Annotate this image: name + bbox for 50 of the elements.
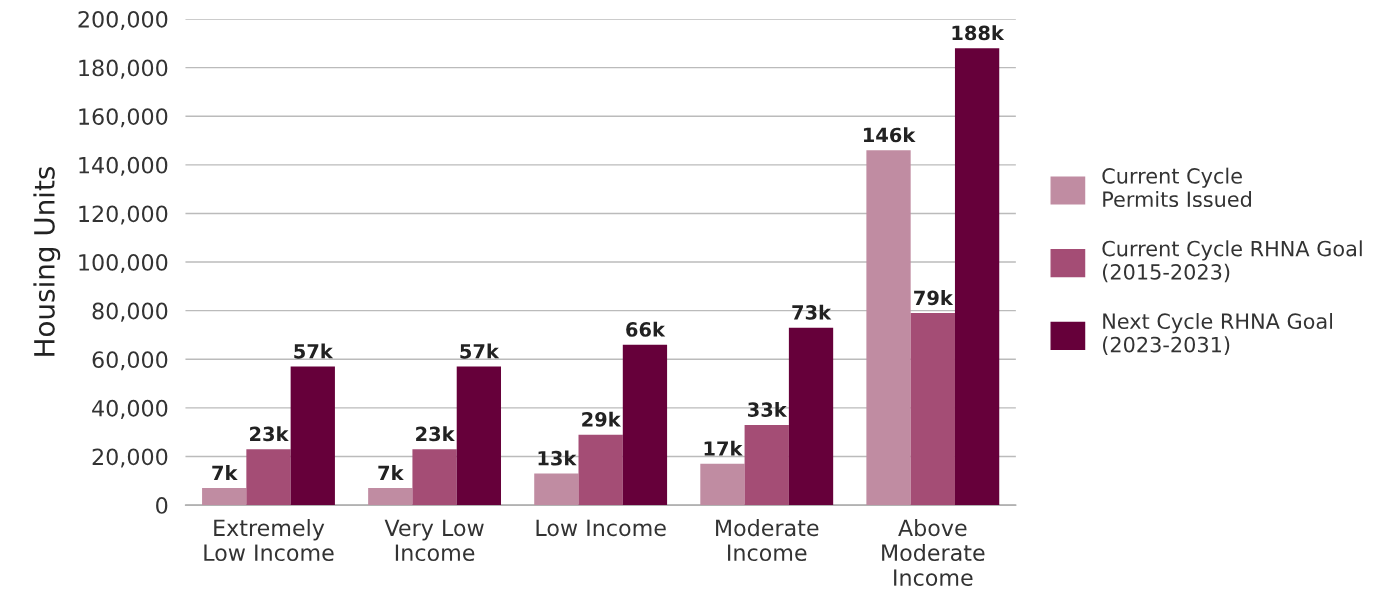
y-tick-label: 120,000 [79,205,168,225]
y-tick-label: 40,000 [92,399,168,419]
x-tick-label: Above Moderate Income [882,519,985,586]
data-label: 57k [294,343,334,359]
bar [202,488,247,506]
y-tick-label: 100,000 [79,254,168,274]
y-tick-label: 80,000 [92,302,168,322]
y-tick-label: 20,000 [92,448,168,468]
data-label: 23k [250,426,289,442]
bar [700,463,745,506]
legend-label: Next Cycle RHNA Goal (2023-2031) [1103,312,1333,355]
legend-label: Current Cycle Permits Issued [1102,167,1251,208]
data-label: 146k [863,127,916,143]
x-tick-label: Extremely Low Income [204,519,334,562]
y-tick-label: 140,000 [79,156,168,176]
data-label: 66k [626,321,666,337]
bar [290,366,335,506]
data-label: 7k [212,465,238,480]
y-tick-label: 180,000 [79,59,168,79]
bar [622,344,668,506]
data-label: 7k [378,465,404,480]
bar [412,449,457,506]
bar [456,366,502,506]
bar [534,473,579,506]
data-label: 13k [538,450,577,466]
bar [866,150,911,506]
x-tick-label: Very Low Income [384,519,484,562]
x-tick-label: Moderate Income [716,519,819,562]
y-tick-label: 0 [156,497,168,514]
data-label: 57k [460,343,500,359]
y-axis-title: Housing Units [33,167,61,356]
bar [578,434,623,506]
y-tick-label: 200,000 [78,10,168,31]
x-tick-label: Low Income [536,519,666,537]
y-tick-label: 160,000 [79,108,168,128]
bar [910,313,955,506]
bar [246,449,291,506]
data-label: 73k [792,304,832,320]
bar [954,48,1000,506]
legend-label: Current Cycle RHNA Goal (2015-2023) [1102,240,1362,283]
data-label: 29k [582,411,622,427]
data-label: 33k [748,401,788,417]
data-label: 17k [704,440,743,456]
y-tick-label: 60,000 [92,351,168,371]
data-label: 188k [952,25,1005,41]
bar [788,327,834,506]
bar [744,424,789,506]
data-label: 23k [416,426,455,442]
bar [368,488,413,506]
data-label: 79k [914,290,954,306]
